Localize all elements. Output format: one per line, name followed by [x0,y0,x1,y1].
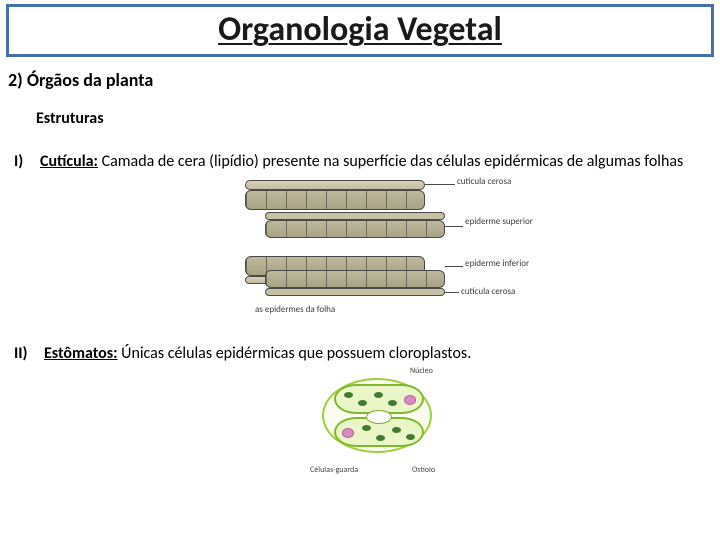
item-marker-1: I) [14,152,40,326]
leaf-upper-epidermis [245,190,425,210]
label-cuticula-top: cutícula cerosa [457,176,537,187]
leaf-upper-epidermis-back [265,220,445,238]
leaf-lower-cuticle-back [265,288,445,296]
leader-line [445,226,463,227]
term-estomatos: Estômatos: [44,344,118,363]
section-label: Órgãos da planta [27,69,153,91]
label-nucleo: Núcleo [410,366,433,376]
stomata-outer-cells [322,378,432,453]
section-number: 2) [8,69,23,91]
nucleus-icon [342,428,354,438]
list-item: II) Estômatos: Únicas células epidérmica… [14,344,710,473]
chloroplast-icon [376,435,385,441]
definition-estomatos: Únicas células epidérmicas que possuem c… [118,344,472,363]
label-ostiolo: Ostíolo [412,465,435,475]
chloroplast-icon [362,425,371,431]
item-body-2: Estômatos: Únicas células epidérmicas qu… [44,344,710,473]
leader-line [425,184,455,185]
item-body-1: Cutícula: Camada de cera (lipídio) prese… [40,152,710,326]
chloroplast-icon [358,400,367,406]
figure-stomata: Núcleo Células-guarda Ostíolo [292,368,462,473]
stomata-pore [366,410,392,424]
figure-leaf-epidermis: cutícula cerosa epiderme superior epider… [225,176,525,326]
figure-leaf-epidermis-wrap: cutícula cerosa epiderme superior epider… [40,176,710,326]
leaf-upper-cuticle [245,180,425,190]
subheading-estruturas: Estruturas [36,109,720,128]
section-heading: 2) Órgãos da planta [8,69,720,91]
label-epiderme-superior: epiderme superior [465,216,545,227]
chloroplast-icon [374,392,383,398]
label-cuticula-bottom: cutícula cerosa [461,286,541,297]
list-item: I) Cutícula: Camada de cera (lipídio) pr… [14,152,710,326]
chloroplast-icon [406,434,415,440]
definition-cuticula: Camada de cera (lipídio) presente na sup… [98,152,683,171]
leader-line [445,292,459,293]
nucleus-icon [404,395,416,405]
term-cuticula: Cutícula: [40,152,98,171]
label-epiderme-inferior: epiderme inferior [465,258,545,269]
chloroplast-icon [388,400,397,406]
chloroplast-icon [344,392,353,398]
page-title: Organologia Vegetal [9,9,711,50]
chloroplast-icon [392,427,401,433]
label-celulas-guarda: Células-guarda [310,465,358,475]
leaf-upper-cuticle-back [265,212,445,220]
title-banner: Organologia Vegetal [6,4,714,57]
label-epidermes-da-folha: as epidermes da folha [255,304,415,315]
leaf-lower-epidermis-back [265,270,445,288]
item-marker-2: II) [14,344,44,473]
figure-stomata-wrap: Núcleo Células-guarda Ostíolo [44,368,710,473]
leader-line [445,266,463,267]
